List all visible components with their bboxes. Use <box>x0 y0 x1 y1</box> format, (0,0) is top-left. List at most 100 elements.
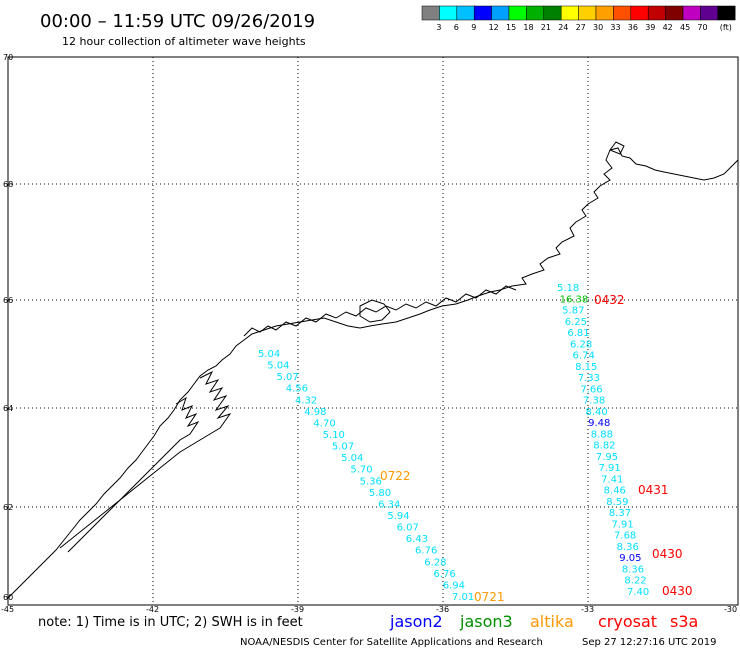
legend-swatch <box>647 5 666 21</box>
axis-labels: 70 68 66 64 62 60 -45 -42 -39 -36 -33 -30 <box>1 53 737 614</box>
legend-label: 15 <box>506 23 516 32</box>
swh-label: 4.32 <box>295 395 317 406</box>
swh-label: 5.87 <box>562 306 584 317</box>
lat-label: 64 <box>3 404 13 413</box>
legend-label: 30 <box>593 23 603 32</box>
legend-swatch <box>700 5 719 21</box>
swh-label: 5.07 <box>276 372 298 383</box>
swh-label: 9.48 <box>588 418 610 429</box>
swh-label: 4.56 <box>286 384 308 395</box>
swh-label: 6.28 <box>570 339 592 350</box>
swh-label: 8.36 <box>622 564 644 575</box>
legend-label: 21 <box>541 23 551 32</box>
lat-label: 70 <box>3 53 13 62</box>
swh-label: 4.98 <box>304 407 326 418</box>
swh-label: 6.43 <box>406 534 428 545</box>
lat-label: 68 <box>3 180 13 189</box>
lon-label: -33 <box>581 605 594 614</box>
swh-label: 4.70 <box>313 418 335 429</box>
legend-label: 42 <box>663 23 673 32</box>
pass-time-label: 0721 <box>474 590 505 604</box>
legend-swatch <box>439 5 458 21</box>
lon-label: -39 <box>291 605 304 614</box>
swh-label: 8.59 <box>606 497 628 508</box>
legend-swatch <box>560 5 579 21</box>
lon-label: -45 <box>1 605 14 614</box>
swh-label: 5.10 <box>323 430 345 441</box>
swh-label: 6.81 <box>567 328 589 339</box>
pass-time-label: 0722 <box>380 469 411 483</box>
swh-label: 5.18 <box>557 283 579 294</box>
map-title: 00:00 – 11:59 UTC 09/26/2019 <box>40 11 315 32</box>
swh-label: 6.34 <box>378 499 400 510</box>
legend-label: 24 <box>558 23 568 32</box>
legend-swatch <box>717 5 736 21</box>
map-subtitle: 12 hour collection of altimeter wave hei… <box>62 35 306 48</box>
swh-label: 6.07 <box>397 523 419 534</box>
footer-note: note: 1) Time is in UTC; 2) SWH is in fe… <box>38 615 303 630</box>
swh-label: 7.33 <box>578 373 600 384</box>
legend-swatch <box>665 5 684 21</box>
pass-time-label: 0430 <box>652 547 683 561</box>
swh-label: 8.15 <box>575 362 597 373</box>
swh-label: 6.76 <box>434 569 456 580</box>
legend-swatch <box>630 5 649 21</box>
swh-label: 6.74 <box>573 351 595 362</box>
footer-credit: NOAA/NESDIS Center for Satellite Applica… <box>240 637 543 648</box>
swh-label: 5.04 <box>341 453 363 464</box>
swh-label: 7.91 <box>611 519 633 530</box>
legend-label: 36 <box>628 23 638 32</box>
pass-time-label: 0431 <box>638 483 669 497</box>
legend-label: 3 <box>436 23 441 32</box>
satellite-label: cryosat <box>598 612 657 631</box>
swh-label: 7.68 <box>614 531 636 542</box>
track-west: 5.045.045.074.564.324.984.705.105.075.04… <box>258 349 505 604</box>
swh-label: 8.36 <box>617 542 639 553</box>
legend-label: 70 <box>697 23 707 32</box>
swh-label: 7.41 <box>601 474 623 485</box>
satellite-legend: jason2 jason3 altika cryosat s3a <box>389 612 698 631</box>
swh-label: 16.38 <box>560 294 589 305</box>
legend-label: 33 <box>610 23 620 32</box>
swh-label: 5.70 <box>350 465 372 476</box>
swh-label: 7.95 <box>596 452 618 463</box>
swh-label: 5.04 <box>258 349 280 360</box>
swh-label: 5.07 <box>332 442 354 453</box>
lon-label: -36 <box>436 605 449 614</box>
swh-label: 8.40 <box>586 407 608 418</box>
lat-label: 60 <box>3 593 13 602</box>
lon-label: -30 <box>724 605 737 614</box>
swh-label: 6.94 <box>443 580 465 591</box>
footer-timestamp: Sep 27 12:27:16 UTC 2019 <box>582 637 716 648</box>
legend-label: 27 <box>576 23 586 32</box>
legend-swatch <box>508 5 527 21</box>
legend-swatch <box>491 5 510 21</box>
swh-label: 8.37 <box>609 508 631 519</box>
legend-swatch <box>526 5 545 21</box>
greenland-coastline <box>7 141 739 599</box>
swh-label: 8.88 <box>591 429 613 440</box>
lat-label: 62 <box>3 503 13 512</box>
pass-time-label: 0432 <box>594 293 625 307</box>
legend-label: 6 <box>454 23 459 32</box>
legend-label: 9 <box>471 23 476 32</box>
swh-label: 8.46 <box>604 486 626 497</box>
swh-label: 6.28 <box>424 557 446 568</box>
satellite-label: jason3 <box>459 612 513 631</box>
swh-label: 7.38 <box>583 396 605 407</box>
satellite-label: altika <box>530 612 574 631</box>
legend-swatch <box>473 5 492 21</box>
swh-label: 7.91 <box>598 463 620 474</box>
legend-swatch <box>421 5 440 21</box>
swh-label: 5.04 <box>267 361 289 372</box>
swh-label: 6.76 <box>415 546 437 557</box>
legend-label: 18 <box>523 23 533 32</box>
lon-label: -42 <box>146 605 159 614</box>
legend-swatch <box>456 5 475 21</box>
swh-label: 6.25 <box>565 317 587 328</box>
lat-label: 66 <box>3 296 13 305</box>
pass-time-label: 0430 <box>662 584 693 598</box>
swh-label: 5.80 <box>369 488 391 499</box>
swh-label: 5.94 <box>387 511 409 522</box>
